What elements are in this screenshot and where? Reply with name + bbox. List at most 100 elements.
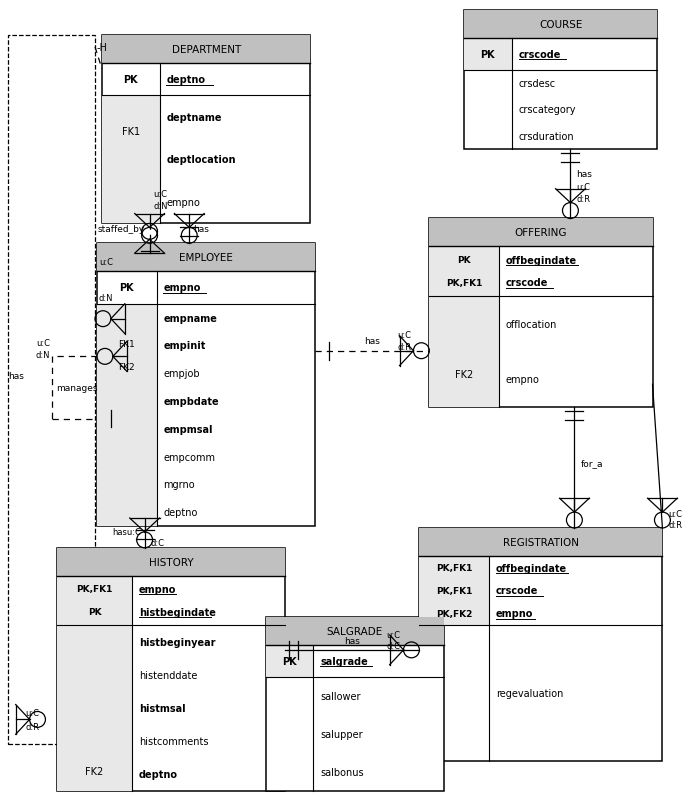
Bar (57, 626, 132, 791)
Text: crsduration: crsduration (519, 132, 574, 142)
Text: empname: empname (164, 314, 217, 323)
Text: PK: PK (124, 75, 138, 85)
Bar (97, 244, 315, 272)
Text: salupper: salupper (320, 729, 363, 739)
Text: -H: -H (97, 43, 108, 53)
Text: FK2: FK2 (455, 369, 473, 379)
Text: offbegindate: offbegindate (506, 255, 577, 265)
Text: PK,FK2: PK,FK2 (436, 609, 472, 618)
Text: HISTORY: HISTORY (149, 557, 194, 567)
Text: u:C: u:C (26, 708, 39, 717)
Text: empno: empno (496, 609, 533, 618)
Text: manages: manages (57, 383, 98, 392)
Text: u:C: u:C (99, 258, 113, 267)
Text: FK1: FK1 (119, 340, 135, 349)
Text: FK2: FK2 (119, 362, 135, 371)
Text: u:C: u:C (576, 183, 591, 192)
Text: d:C: d:C (150, 539, 165, 548)
Text: empcomm: empcomm (164, 452, 215, 462)
Text: FK1: FK1 (121, 128, 140, 137)
Text: deptname: deptname (166, 112, 222, 123)
Text: u:C: u:C (37, 338, 50, 347)
Text: d:R: d:R (576, 195, 591, 204)
Bar (464, 11, 658, 38)
Bar (57, 548, 286, 576)
Text: deptlocation: deptlocation (166, 156, 236, 165)
Text: u:C: u:C (397, 331, 411, 340)
Text: PK,FK1: PK,FK1 (436, 586, 472, 595)
Text: u:C: u:C (669, 509, 682, 518)
Text: has: has (576, 170, 592, 179)
Bar (102, 36, 310, 63)
Text: PK: PK (282, 656, 297, 666)
Text: crscode: crscode (506, 278, 548, 288)
Text: PK: PK (480, 50, 495, 59)
Text: FK2: FK2 (86, 766, 104, 776)
Bar (8, 36, 95, 744)
Bar (97, 305, 157, 526)
Text: offlocation: offlocation (506, 319, 557, 329)
Text: deptno: deptno (139, 769, 177, 780)
Text: PK,FK1: PK,FK1 (446, 278, 482, 288)
Text: PK,FK1: PK,FK1 (77, 585, 112, 593)
Text: deptno: deptno (164, 508, 198, 517)
Text: histmsal: histmsal (139, 703, 186, 713)
Bar (57, 548, 286, 791)
Text: salgrade: salgrade (320, 656, 368, 666)
Text: histcomments: histcomments (139, 736, 208, 746)
Text: empmsal: empmsal (164, 424, 213, 434)
Bar (266, 618, 444, 646)
Text: PK: PK (88, 608, 101, 617)
Text: d:C: d:C (386, 642, 401, 650)
Text: staffed_by: staffed_by (97, 225, 145, 233)
Text: has: has (344, 637, 360, 646)
Text: EMPLOYEE: EMPLOYEE (179, 253, 233, 263)
Text: salbonus: salbonus (320, 767, 364, 777)
Text: has: has (8, 371, 23, 380)
Bar (429, 297, 499, 407)
Text: OFFERING: OFFERING (515, 228, 567, 238)
Text: SALGRADE: SALGRADE (327, 626, 383, 636)
Text: empno: empno (506, 375, 540, 385)
Bar (102, 96, 159, 224)
Text: crscategory: crscategory (519, 105, 576, 115)
Text: PK: PK (457, 256, 471, 265)
Text: d:N: d:N (154, 202, 168, 211)
Bar (57, 576, 132, 626)
Text: hasu:C: hasu:C (112, 528, 141, 537)
Text: empno: empno (164, 283, 201, 293)
Text: has: has (364, 337, 380, 346)
Bar (420, 529, 662, 556)
Text: regevaluation: regevaluation (496, 688, 563, 699)
Text: u:C: u:C (386, 630, 401, 638)
Text: has: has (193, 225, 209, 233)
Text: offbegindate: offbegindate (496, 563, 567, 573)
Text: d:N: d:N (99, 294, 113, 302)
Text: PK: PK (119, 283, 134, 293)
Bar (464, 38, 512, 71)
Text: sallower: sallower (320, 691, 361, 701)
Bar (420, 529, 662, 761)
Bar (266, 646, 313, 677)
Text: crscode: crscode (519, 50, 561, 59)
Text: u:C: u:C (154, 190, 168, 199)
Text: empno: empno (139, 584, 176, 594)
Text: for_a: for_a (580, 459, 603, 468)
Text: histbegindate: histbegindate (139, 607, 215, 617)
Bar (420, 556, 489, 626)
Text: d:R: d:R (669, 520, 682, 530)
Bar (429, 219, 653, 407)
Text: d:R: d:R (26, 722, 39, 731)
Text: COURSE: COURSE (539, 20, 582, 30)
Text: DEPARTMENT: DEPARTMENT (172, 45, 241, 55)
Text: empinit: empinit (164, 341, 206, 351)
Text: deptno: deptno (166, 75, 206, 85)
Text: crscode: crscode (496, 585, 538, 596)
Bar (429, 247, 499, 297)
Text: REGISTRATION: REGISTRATION (503, 537, 579, 547)
Text: empno: empno (166, 198, 200, 208)
Bar (429, 219, 653, 247)
Bar (464, 11, 658, 150)
Text: PK,FK1: PK,FK1 (436, 563, 472, 573)
Bar (102, 36, 310, 224)
